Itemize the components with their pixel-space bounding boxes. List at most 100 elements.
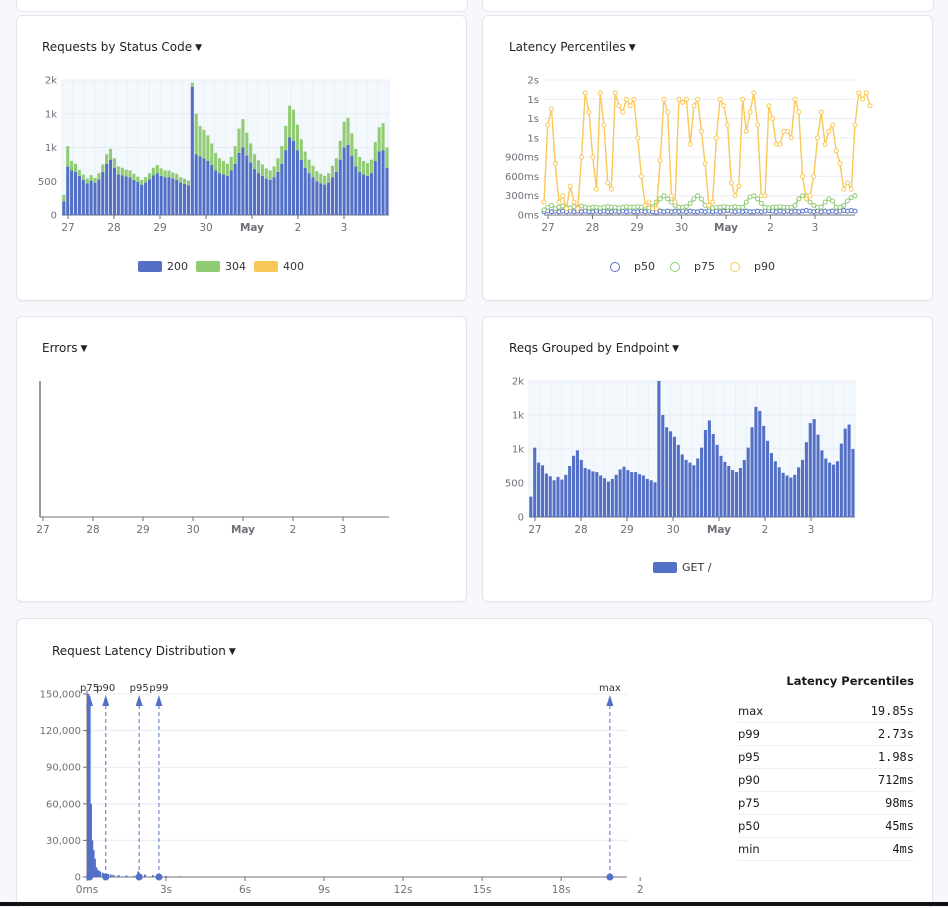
bar-304 — [288, 105, 292, 138]
legend-marker — [663, 261, 689, 273]
bar-get — [676, 444, 680, 517]
legend-item-304[interactable]: 304 — [196, 260, 246, 273]
status-code-title[interactable]: Requests by Status Code ▼ — [42, 40, 202, 54]
errors-title[interactable]: Errors ▼ — [42, 341, 87, 355]
legend-item-p50[interactable]: p50 — [603, 260, 655, 273]
y-tick-label: 60,000 — [46, 799, 81, 810]
histogram-bar — [88, 696, 91, 877]
bar-get — [684, 459, 688, 517]
point-p90 — [796, 109, 802, 115]
bar-304 — [245, 132, 249, 156]
endpoint-title[interactable]: Reqs Grouped by Endpoint ▼ — [509, 341, 679, 355]
histogram-bar — [178, 876, 181, 878]
x-tick-label: 9s — [318, 884, 330, 896]
distribution-title-text: Request Latency Distribution — [52, 644, 226, 658]
percentile-value: 2.73s — [877, 727, 914, 741]
chevron-down-icon[interactable]: ▼ — [195, 43, 203, 53]
point-p75 — [695, 193, 701, 199]
bar-200 — [307, 173, 311, 215]
point-p90 — [777, 141, 783, 147]
bar-200 — [70, 170, 74, 215]
bar-200 — [116, 174, 120, 215]
bar-304 — [171, 172, 175, 179]
legend-item-p90[interactable]: p90 — [723, 260, 775, 273]
legend-item-200[interactable]: 200 — [138, 260, 188, 273]
point-p90 — [725, 122, 731, 128]
bar-200 — [330, 177, 334, 215]
top-card-strip — [0, 0, 948, 12]
bar-get — [719, 455, 723, 517]
marker-arrow-p95 — [135, 695, 143, 706]
bar-200 — [132, 179, 136, 215]
percentile-table: Latency Percentiles max 19.85s p99 2.73s p95… — [738, 674, 914, 861]
point-p75 — [845, 198, 851, 204]
bar-get — [634, 472, 638, 517]
bar-200 — [354, 166, 358, 215]
bar-304 — [346, 117, 350, 145]
histogram-bar — [109, 874, 112, 877]
bar-304 — [342, 121, 346, 148]
bar-200 — [346, 144, 350, 215]
point-p90 — [863, 90, 869, 96]
distribution-title[interactable]: Request Latency Distribution ▼ — [52, 644, 236, 658]
chevron-down-icon[interactable]: ▼ — [628, 43, 636, 53]
bar-304 — [369, 159, 373, 174]
bar-get — [766, 440, 770, 517]
percentile-key: p99 — [738, 727, 760, 741]
bar-get — [579, 459, 583, 517]
bar-200 — [124, 176, 128, 215]
marker-label-p90: p90 — [96, 683, 115, 694]
bar-get — [754, 406, 758, 517]
chevron-down-icon[interactable]: ▼ — [672, 344, 680, 354]
percentile-value: 19.85s — [870, 704, 914, 718]
bar-200 — [284, 150, 288, 215]
bar-200 — [327, 182, 331, 215]
point-p90 — [563, 206, 569, 212]
legend-item-p75[interactable]: p75 — [663, 260, 715, 273]
distribution-card: Request Latency Distribution ▼ — [16, 618, 933, 908]
bar-get — [777, 467, 781, 517]
bar-get — [552, 480, 556, 517]
bar-get — [824, 458, 828, 517]
bar-200 — [221, 174, 225, 215]
latency-legend: p50 p75 p90 — [603, 260, 775, 273]
bar-304 — [214, 152, 218, 171]
legend-item-get[interactable]: GET / — [653, 561, 711, 574]
bar-200 — [214, 170, 218, 215]
bar-304 — [147, 173, 152, 180]
y-tick-label: 1s — [527, 133, 539, 144]
point-p90 — [833, 148, 839, 154]
marker-label-p99: p99 — [149, 683, 168, 694]
bar-get — [828, 462, 832, 517]
bar-200 — [342, 147, 346, 215]
bar-304 — [179, 177, 183, 183]
bar-200 — [93, 182, 97, 215]
point-p75 — [758, 200, 764, 206]
x-tick-label: 29 — [136, 524, 149, 536]
bar-304 — [120, 167, 124, 176]
chevron-down-icon[interactable]: ▼ — [80, 344, 88, 354]
bar-304 — [373, 142, 377, 161]
bar-get — [785, 475, 789, 517]
x-tick-label: 28 — [574, 524, 587, 536]
legend-item-400[interactable]: 400 — [254, 260, 304, 273]
legend-marker — [603, 261, 629, 273]
bar-get — [575, 450, 579, 517]
point-p90 — [638, 173, 644, 179]
legend-marker — [723, 261, 749, 273]
bar-200 — [323, 184, 327, 215]
bar-200 — [288, 137, 292, 215]
bar-200 — [334, 171, 338, 215]
bar-304 — [256, 160, 261, 174]
bar-304 — [330, 165, 334, 178]
bar-200 — [369, 173, 373, 215]
chevron-down-icon[interactable]: ▼ — [228, 647, 236, 657]
point-p75 — [541, 207, 547, 213]
bar-get — [661, 415, 665, 517]
bar-304 — [303, 151, 307, 168]
bar-200 — [385, 167, 389, 215]
latency-percentiles-title[interactable]: Latency Percentiles ▼ — [509, 40, 636, 54]
marker-dot-p75 — [86, 873, 94, 881]
point-p75 — [665, 196, 671, 202]
bar-get — [820, 450, 824, 517]
